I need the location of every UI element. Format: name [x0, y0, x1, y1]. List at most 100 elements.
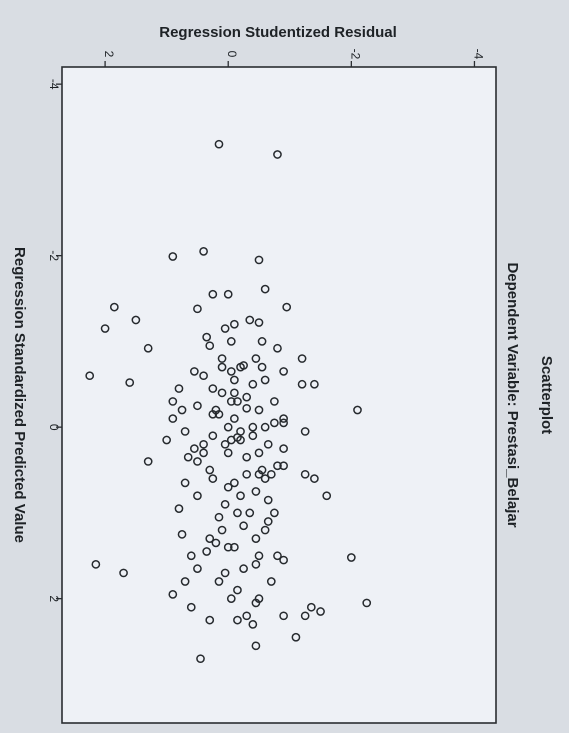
data-point — [233, 508, 242, 518]
data-point — [230, 414, 239, 423]
data-point — [245, 315, 255, 325]
data-point — [297, 354, 307, 363]
data-point — [220, 568, 230, 578]
data-point — [242, 452, 252, 462]
data-point — [260, 422, 270, 432]
data-point — [291, 632, 301, 642]
data-point — [297, 379, 307, 389]
data-point — [273, 343, 282, 353]
data-point — [226, 435, 236, 445]
data-point — [260, 284, 270, 294]
data-point — [270, 397, 279, 406]
data-point — [220, 324, 230, 333]
data-point — [242, 611, 252, 621]
data-point — [223, 482, 233, 492]
plot-frame — [61, 66, 497, 724]
data-point — [205, 465, 215, 475]
chart-subtitle: Dependent Variable: Prestasi_Belajar — [504, 262, 521, 527]
axis-ticks: -4 -2 0 2 -4 -2 0 2 — [47, 49, 485, 603]
x-tick-label: 0 — [47, 424, 61, 431]
data-point — [205, 534, 215, 543]
data-point — [199, 439, 208, 449]
data-point — [193, 401, 202, 411]
data-point — [279, 611, 288, 621]
x-tick-label: -4 — [47, 79, 61, 90]
data-point — [236, 362, 245, 372]
data-point — [300, 427, 310, 436]
data-point — [100, 324, 110, 333]
data-point — [211, 538, 221, 548]
data-point — [125, 378, 135, 387]
data-point — [260, 375, 270, 385]
data-point — [168, 252, 178, 261]
data-point — [257, 337, 267, 346]
data-point — [205, 615, 215, 625]
data-point — [223, 422, 233, 432]
data-point — [233, 397, 242, 406]
data-point — [193, 564, 202, 573]
data-point — [248, 379, 258, 389]
data-point — [263, 495, 273, 505]
plot-area — [62, 67, 496, 723]
data-point — [230, 319, 239, 329]
data-point — [266, 469, 276, 479]
data-point — [251, 354, 261, 363]
data-point — [168, 397, 178, 406]
y-tick-label: 2 — [102, 51, 116, 58]
data-point — [208, 384, 218, 393]
data-point — [196, 654, 205, 664]
data-point — [223, 542, 233, 552]
data-point — [217, 525, 227, 535]
data-point — [362, 598, 372, 608]
data-point — [242, 392, 252, 402]
data-point — [230, 375, 239, 385]
data-point — [282, 302, 292, 312]
data-point — [193, 491, 202, 501]
data-point — [205, 341, 215, 351]
y-tick-label: -2 — [348, 49, 362, 60]
data-point — [251, 534, 261, 543]
data-point — [202, 332, 212, 342]
x-tick-label: -2 — [47, 250, 61, 261]
data-point — [190, 367, 199, 376]
data-point — [245, 508, 255, 518]
data-point — [208, 474, 218, 483]
data-point — [226, 337, 236, 346]
data-point — [214, 409, 224, 419]
data-point — [186, 551, 196, 561]
data-point — [254, 255, 264, 265]
data-point — [91, 560, 101, 569]
data-point — [202, 547, 212, 556]
data-point — [300, 611, 310, 621]
data-point — [199, 448, 208, 458]
data-point — [217, 362, 227, 372]
data-point — [251, 560, 261, 569]
data-point — [236, 435, 245, 445]
data-point — [248, 620, 258, 629]
data-point — [174, 504, 184, 513]
data-point — [279, 461, 288, 471]
data-point — [254, 551, 264, 561]
y-tick-label: -4 — [471, 49, 485, 60]
data-point — [180, 577, 190, 586]
data-point — [143, 343, 153, 353]
data-point — [220, 499, 230, 509]
data-point — [279, 367, 288, 376]
data-point — [254, 318, 264, 327]
x-axis-label: Regression Standardized Predicted Value — [11, 247, 28, 543]
data-point — [190, 444, 199, 453]
data-point — [257, 362, 267, 372]
data-point — [180, 478, 190, 488]
data-point — [183, 452, 193, 462]
data-point — [230, 388, 239, 398]
data-point — [263, 439, 273, 449]
data-point — [266, 577, 276, 586]
data-point — [168, 590, 178, 599]
data-point — [279, 414, 288, 423]
data-point — [217, 388, 227, 398]
data-point — [217, 354, 227, 363]
data-point — [260, 474, 270, 483]
data-point — [248, 431, 258, 441]
